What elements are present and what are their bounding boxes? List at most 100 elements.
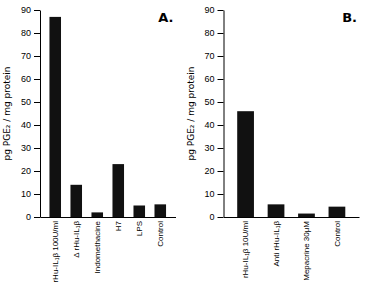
y-tick-mark — [218, 10, 224, 11]
y-tick-label: 20 — [21, 166, 31, 176]
y-tick-mark — [34, 102, 40, 103]
y-tick: 60 — [21, 74, 40, 84]
x-tick: Anti rHu-IL₁β — [272, 221, 281, 267]
y-tick-mark — [34, 79, 40, 80]
y-tick-mark — [218, 194, 224, 195]
y-tick: 50 — [204, 97, 223, 107]
y-tick-mark — [34, 56, 40, 57]
bar — [70, 185, 82, 217]
y-tick-label: 20 — [204, 166, 214, 176]
x-tick-label: Control — [156, 221, 165, 247]
y-tick: 30 — [204, 143, 223, 153]
x-tick-label: Mepacrine 30μM — [302, 221, 311, 281]
x-tick: Mepacrine 30μM — [302, 221, 311, 281]
y-tick-label: 50 — [204, 97, 214, 107]
x-tick: Control — [333, 221, 342, 247]
panel: 0 10 20 30 40 50 60 70 80 90 rHu-IL₁β 10U/ml Anti r… — [186, 5, 360, 280]
y-axis-line — [40, 11, 41, 218]
bar — [298, 214, 315, 217]
y-tick-label: 80 — [204, 28, 214, 38]
y-tick-mark — [34, 217, 40, 218]
y-axis: 0 10 20 30 40 50 60 70 80 90 — [204, 5, 224, 222]
y-tick-label: 70 — [21, 51, 31, 61]
x-tick-label: H7 — [114, 220, 123, 231]
y-axis-title: pg PGE₂ / mg protein — [2, 66, 12, 160]
x-tick-label: Indomethacine — [93, 220, 102, 273]
y-tick: 70 — [21, 51, 40, 61]
y-tick: 40 — [21, 120, 40, 130]
x-tick: rHu-IL₁β 10U/ml — [241, 221, 250, 278]
y-tick-label: 0 — [26, 212, 31, 222]
y-tick: 50 — [21, 97, 40, 107]
x-tick-label: LPS — [135, 221, 144, 236]
y-tick-mark — [218, 33, 224, 34]
y-tick-label: 70 — [204, 51, 214, 61]
bar — [91, 212, 103, 217]
panel-label: B. — [342, 10, 357, 25]
y-tick: 20 — [204, 166, 223, 176]
bar — [133, 206, 145, 218]
x-tick-label: rHu-IL₁β 100U/ml — [51, 221, 60, 283]
x-axis-line — [224, 217, 360, 218]
bar — [112, 164, 124, 217]
y-tick: 90 — [21, 5, 40, 15]
x-tick-label: Control — [333, 221, 342, 247]
bar — [154, 204, 166, 217]
y-tick-mark — [34, 125, 40, 126]
x-tick: rHu-IL₁β 100U/ml — [51, 221, 60, 283]
y-tick-mark — [218, 148, 224, 149]
y-tick-mark — [34, 171, 40, 172]
x-tick-label: rHu-IL₁β 10U/ml — [241, 221, 250, 278]
y-tick-mark — [218, 217, 224, 218]
y-tick: 0 — [209, 212, 223, 222]
x-tick-label: Anti rHu-IL₁β — [272, 221, 281, 267]
panel-label: A. — [158, 10, 173, 25]
x-axis: rHu-IL₁β 100U/ml Δ rHu-IL₁β Indomethacine H… — [41, 218, 177, 283]
bar — [237, 111, 254, 217]
y-tick: 30 — [21, 143, 40, 153]
y-tick-mark — [218, 171, 224, 172]
y-tick: 90 — [204, 5, 223, 15]
x-tick: LPS — [135, 221, 144, 236]
y-tick: 80 — [204, 28, 223, 38]
bar — [329, 207, 346, 217]
y-tick: 40 — [204, 120, 223, 130]
y-axis-title: pg PGE₂ / mg protein — [186, 66, 196, 160]
y-tick-label: 40 — [204, 120, 214, 130]
y-tick-mark — [218, 56, 224, 57]
panel: 0 10 20 30 40 50 60 70 80 90 rHu-IL₁β 100U/ml Δ rHu… — [2, 5, 176, 282]
y-tick: 80 — [21, 28, 40, 38]
y-tick-mark — [218, 125, 224, 126]
y-tick-mark — [218, 102, 224, 103]
y-tick: 60 — [204, 74, 223, 84]
bars — [49, 17, 166, 217]
y-tick: 70 — [204, 51, 223, 61]
y-tick-label: 30 — [204, 143, 214, 153]
y-tick-mark — [218, 79, 224, 80]
x-axis: rHu-IL₁β 10U/ml Anti rHu-IL₁β Mepacrine 30… — [224, 218, 360, 281]
y-tick: 20 — [21, 166, 40, 176]
y-axis-line — [224, 11, 225, 218]
bar — [268, 204, 285, 217]
y-axis: 0 10 20 30 40 50 60 70 80 90 — [21, 5, 41, 222]
y-tick-label: 50 — [21, 97, 31, 107]
y-tick-label: 0 — [209, 212, 214, 222]
y-tick: 10 — [204, 189, 223, 199]
y-tick: 0 — [26, 212, 40, 222]
y-tick-label: 80 — [21, 28, 31, 38]
y-tick-label: 90 — [21, 5, 31, 15]
chart: 0 10 20 30 40 50 60 70 80 90 rHu-IL₁β 100U/ml Δ rHu… — [0, 0, 367, 307]
y-tick-mark — [34, 10, 40, 11]
bars — [237, 111, 345, 217]
y-tick-label: 10 — [204, 189, 214, 199]
x-axis-line — [41, 217, 177, 218]
bar — [49, 17, 61, 217]
x-tick: Control — [156, 221, 165, 247]
y-tick-label: 10 — [21, 189, 31, 199]
x-tick: Δ rHu-IL₁β — [72, 221, 81, 258]
y-tick-label: 90 — [204, 5, 214, 15]
y-tick-label: 60 — [21, 74, 31, 84]
x-tick: Indomethacine — [93, 220, 102, 273]
x-tick: H7 — [114, 220, 123, 231]
x-tick-label: Δ rHu-IL₁β — [72, 221, 81, 258]
